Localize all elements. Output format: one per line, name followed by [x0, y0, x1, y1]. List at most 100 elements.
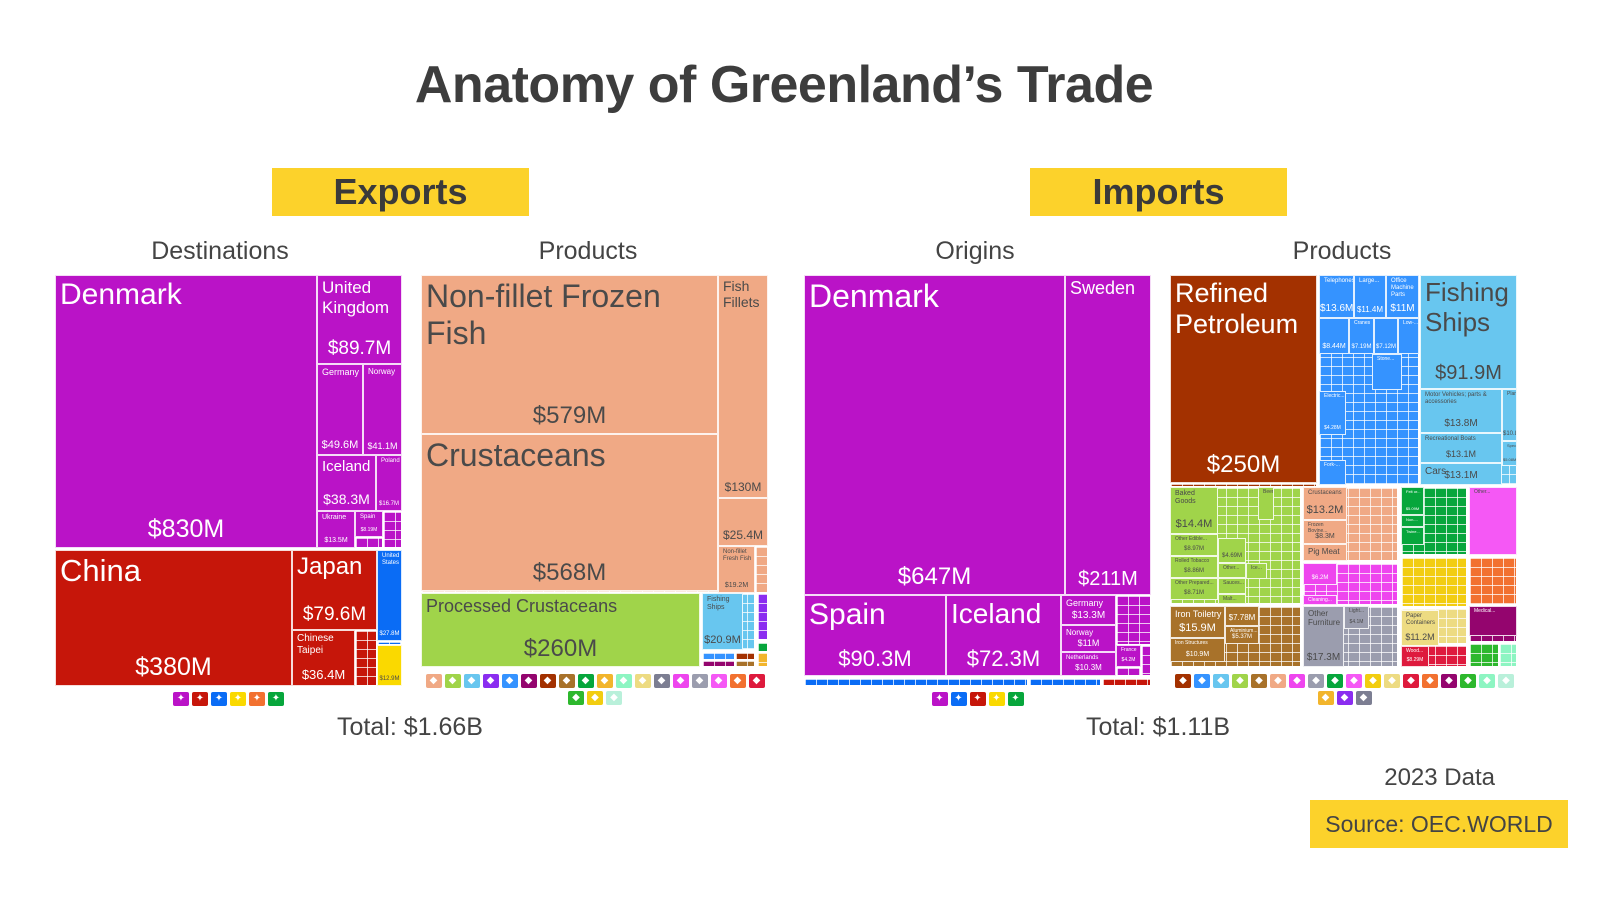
paper-goods-icon[interactable]: ◆	[634, 674, 651, 688]
stone-and-glass-icon[interactable]: ◆	[691, 674, 708, 688]
stone-and-glass-icon[interactable]: ◆	[1308, 674, 1324, 688]
transportation-icon[interactable]: ◆	[463, 674, 480, 688]
treemap-tile[interactable]: China $380M	[55, 550, 292, 686]
instruments-icon[interactable]: ◆	[1441, 674, 1457, 688]
asia-icon[interactable]: ✦	[192, 692, 208, 706]
paper-goods-icon[interactable]: ◆	[1384, 674, 1400, 688]
treemap-tile[interactable]: France $4.2M	[1116, 645, 1141, 667]
treemap-tile[interactable]: Norway $11M	[1061, 625, 1116, 652]
treemap-tile[interactable]: Non-...	[1401, 515, 1424, 527]
treemap-tile[interactable]: Non-fillet Fresh Fish $19.2M	[718, 546, 755, 593]
footwear-icon[interactable]: ◆	[1460, 674, 1476, 688]
treemap-tile[interactable]: Electric... $4.28M	[1319, 391, 1346, 435]
precious-metals-icon[interactable]: ◆	[1336, 691, 1353, 705]
treemap-tile[interactable]: Large... $11.4M	[1354, 275, 1386, 318]
treemap-tile[interactable]: Light... $4.1M	[1344, 606, 1369, 629]
mineral-products-icon[interactable]: ◆	[539, 674, 556, 688]
treemap-tile[interactable]: Processed Crustaceans $260M	[421, 593, 700, 667]
treemap-tile[interactable]: Crustaceans $568M	[421, 434, 718, 591]
miscellaneous-icon[interactable]: ◆	[748, 674, 765, 688]
animal-fats-icon[interactable]: ◆	[1422, 674, 1438, 688]
footwear-icon[interactable]: ◆	[568, 691, 584, 705]
treemap-tile[interactable]: Aluminium... $5.37M	[1225, 626, 1259, 644]
treemap-tile[interactable]: $7.12M	[1374, 318, 1398, 354]
treemap-tile[interactable]: Denmark $830M	[55, 275, 317, 548]
foodstuffs-icon[interactable]: ◆	[596, 674, 613, 688]
treemap-tile[interactable]: Other Furniture $17.3M	[1303, 606, 1344, 667]
animal-fats-icon[interactable]: ◆	[729, 674, 746, 688]
treemap-tile[interactable]: $25.4M	[718, 498, 768, 546]
wood-products-icon[interactable]: ◆	[606, 691, 622, 705]
europe-icon[interactable]: ✦	[173, 692, 189, 706]
treemap-tile[interactable]: $8.44M	[1319, 318, 1349, 354]
treemap-tile[interactable]: Other...	[1469, 487, 1517, 555]
chemical-products-icon[interactable]: ◆	[1289, 674, 1305, 688]
treemap-tile[interactable]: Fish Fillets $130M	[718, 275, 768, 498]
treemap-tile[interactable]: Wood... $8.29M	[1401, 646, 1429, 667]
treemap-tile[interactable]: Pig Meat	[1303, 544, 1347, 561]
africa-icon[interactable]: ✦	[249, 692, 265, 706]
south-america-icon[interactable]: ✦	[230, 692, 246, 706]
treemap-tile[interactable]: Iron Toiletry $15.9M	[1170, 606, 1225, 638]
animal-products-icon[interactable]: ◆	[1270, 674, 1286, 688]
treemap-tile[interactable]: Iceland $72.3M	[946, 595, 1061, 676]
north-america-icon[interactable]: ✦	[211, 692, 227, 706]
treemap-tile[interactable]: United States $27.8M	[377, 550, 402, 641]
treemap-tile[interactable]: Special... $5.08M	[1502, 441, 1517, 466]
treemap-tile[interactable]: Other Edible... $8.97M	[1170, 534, 1218, 556]
metals-icon[interactable]: ◆	[558, 674, 575, 688]
treemap-tile[interactable]: Medical...	[1469, 606, 1517, 636]
chemical-products-icon[interactable]: ◆	[672, 674, 689, 688]
treemap-tile[interactable]: Japan $79.6M	[292, 550, 377, 630]
north-america-icon[interactable]: ✦	[950, 692, 967, 706]
treemap-tile[interactable]: Norway $41.1M	[363, 364, 402, 455]
machines-icon[interactable]: ◆	[1194, 674, 1210, 688]
treemap-tile[interactable]: Spain $90.3M	[804, 595, 946, 676]
treemap-tile[interactable]: Crustaceans $13.2M	[1303, 487, 1347, 520]
vegetable-products-icon[interactable]: ◆	[444, 674, 461, 688]
treemap-tile[interactable]: Felt or... $5.09M	[1401, 487, 1424, 515]
treemap-tile[interactable]: Paper Containers $11.2M	[1401, 610, 1439, 646]
treemap-tile[interactable]: Other...	[1218, 563, 1246, 578]
oceania-icon[interactable]: ✦	[268, 692, 284, 706]
treemap-tile[interactable]: Frozen Bovine... $8.3M	[1303, 520, 1347, 544]
treemap-tile[interactable]: Germany $13.3M	[1061, 595, 1116, 625]
treemap-tile[interactable]: $12.9M	[377, 645, 402, 686]
treemap-tile[interactable]: Twine...	[1401, 527, 1424, 545]
animal-hides-icon[interactable]: ◆	[1479, 674, 1495, 688]
treemap-tile[interactable]: $4.69M	[1218, 538, 1246, 563]
machines-icon[interactable]: ◆	[501, 674, 518, 688]
treemap-tile[interactable]: Cleaning...	[1303, 595, 1337, 605]
treemap-tile[interactable]: Cranes $7.19M	[1349, 318, 1374, 354]
treemap-tile[interactable]: Stone...	[1372, 354, 1402, 390]
textiles-icon[interactable]: ◆	[577, 674, 594, 688]
asia-icon[interactable]: ✦	[969, 692, 986, 706]
mineral-products-icon[interactable]: ◆	[1175, 674, 1191, 688]
transportation-icon[interactable]: ◆	[1213, 674, 1229, 688]
plastics-icon[interactable]: ◆	[710, 674, 727, 688]
treemap-tile[interactable]: Germany $49.6M	[317, 364, 363, 455]
treemap-tile[interactable]: Non-fillet Frozen Fish $579M	[421, 275, 718, 434]
weapons-icon[interactable]: ◆	[587, 691, 603, 705]
wood-products-icon[interactable]: ◆	[1498, 674, 1514, 688]
treemap-tile[interactable]: Cars $13.1M	[1420, 463, 1502, 485]
arts-icon[interactable]: ◆	[653, 674, 670, 688]
treemap-tile[interactable]: Other Prepared... $8.71M	[1170, 578, 1218, 600]
treemap-tile[interactable]: Recreational Boats $13.1M	[1420, 433, 1502, 463]
treemap-tile[interactable]: Chinese Taipei $36.4M	[292, 630, 355, 686]
animal-products-icon[interactable]: ◆	[425, 674, 442, 688]
vegetable-products-icon[interactable]: ◆	[1232, 674, 1248, 688]
plastics-icon[interactable]: ◆	[1346, 674, 1362, 688]
treemap-tile[interactable]: $7.78M	[1225, 606, 1259, 626]
treemap-tile[interactable]: Rolled Tobacco $8.86M	[1170, 556, 1218, 578]
treemap-tile[interactable]: Refined Petroleum $250M	[1170, 275, 1317, 483]
treemap-tile[interactable]: Netherlands $10.3M	[1061, 652, 1116, 676]
treemap-tile[interactable]: Sauces...	[1218, 578, 1246, 594]
treemap-tile[interactable]: Office Machine Parts $11M	[1386, 275, 1419, 318]
treemap-tile[interactable]: Sweden $211M	[1065, 275, 1151, 595]
instruments-icon[interactable]: ◆	[520, 674, 537, 688]
treemap-tile[interactable]: Iron Structures $10.9M	[1170, 638, 1225, 662]
treemap-tile[interactable]: Malt...	[1218, 594, 1246, 604]
treemap-tile[interactable]: $6.2M	[1303, 563, 1337, 585]
treemap-tile[interactable]: Planes... $10.8M	[1502, 389, 1517, 441]
